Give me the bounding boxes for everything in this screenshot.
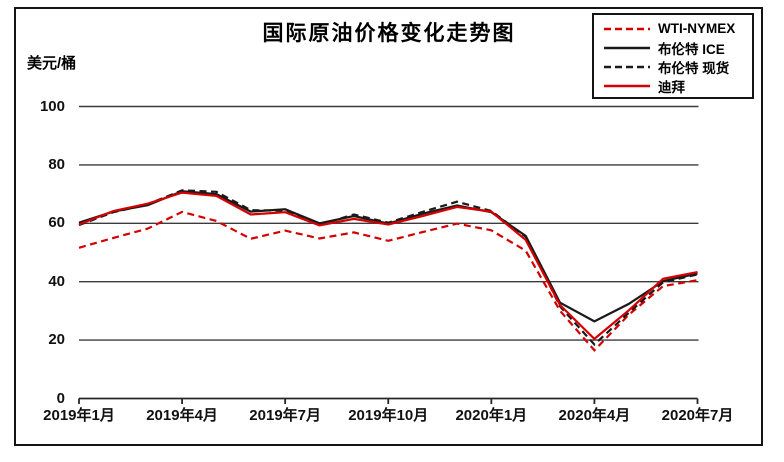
legend-label: 迪拜 — [658, 79, 685, 95]
legend-line-sample-wti-nymex — [604, 27, 650, 30]
x-tick-label: 2020年7月 — [661, 407, 734, 424]
y-tick-label-0: 0 — [56, 389, 65, 407]
x-tick-label: 2020年1月 — [455, 407, 528, 424]
y-tick-label-40: 40 — [48, 272, 65, 290]
y-tick-label-80: 80 — [48, 155, 65, 173]
series-line-wti-nymex — [78, 210, 698, 352]
y-tick-label-60: 60 — [48, 214, 65, 232]
legend-item-brent-spot: 布伦特 现货 — [603, 57, 752, 76]
legend-item-brent-ice: 布伦特 ICE — [603, 38, 752, 57]
chart-title: 国际原油价格变化走势图 — [262, 22, 516, 45]
x-tick-label: 2019年10月 — [348, 407, 429, 424]
x-tick-label: 2019年1月 — [43, 407, 115, 424]
legend-item-wti-nymex: WTI-NYMEX — [603, 19, 752, 38]
chart-frame-border — [14, 7, 763, 446]
series-line-brent-ice — [78, 190, 698, 323]
legend-label: 布伦特 现货 — [658, 60, 730, 76]
y-axis-unit-label: 美元/桶 — [27, 55, 77, 72]
y-tick-label-100: 100 — [39, 97, 65, 115]
legend-label: WTI-NYMEX — [658, 21, 736, 36]
legend-line-sample-brent-ice — [604, 46, 650, 49]
x-tick-label: 2020年4月 — [558, 407, 631, 424]
y-tick-label-20: 20 — [48, 331, 65, 349]
legend-label: 布伦特 ICE — [658, 41, 725, 57]
series-line-brent-spot — [78, 189, 698, 347]
legend-items: WTI-NYMEX 布伦特 ICE 布伦特 现货 迪拜 — [603, 19, 752, 95]
legend-line-sample-dubai — [604, 84, 650, 87]
legend-item-dubai: 迪拜 — [603, 76, 752, 95]
series-line-dubai — [78, 191, 698, 341]
legend-line-sample-brent-spot — [604, 65, 650, 68]
x-tick-label: 2019年4月 — [146, 407, 218, 424]
chart-legend: WTI-NYMEX 布伦特 ICE 布伦特 现货 迪拜 — [592, 13, 754, 99]
x-tick-label: 2019年7月 — [249, 407, 322, 424]
